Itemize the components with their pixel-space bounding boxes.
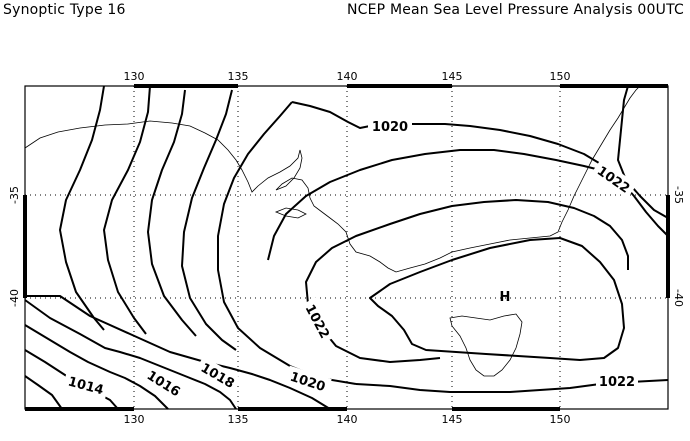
isobar-line	[317, 323, 441, 363]
lat-tick-left: -35	[8, 186, 21, 204]
label-bg	[590, 159, 638, 199]
isobar-labels: 1020 1022 1022 1022 1014 1016 1018 1020	[62, 118, 638, 403]
label-bg	[299, 297, 337, 345]
lat-tick-right: -40	[672, 289, 685, 307]
label-bg	[368, 118, 412, 134]
map-title-right: NCEP Mean Sea Level Pressure Analysis 00…	[346, 2, 684, 18]
lon-ticks-top: 130 135 140 145 150	[124, 70, 571, 83]
high-pressure-marker: H	[500, 290, 511, 305]
lat-ticks-left: -35 -40	[8, 186, 21, 307]
lon-tick-bottom: 130	[124, 413, 145, 426]
isobar-line	[217, 101, 357, 385]
lon-tick-bottom: 140	[337, 413, 358, 426]
isobar-line	[103, 85, 151, 335]
label-bg	[284, 365, 332, 397]
lon-tick-top: 140	[337, 70, 358, 83]
isobar-line	[305, 199, 629, 325]
isobar-line	[181, 89, 237, 351]
coastline-mainland	[24, 85, 641, 273]
lon-tick-top: 145	[442, 70, 463, 83]
isobar-label: 1022	[599, 375, 635, 390]
lat-tick-left: -40	[8, 289, 21, 307]
isobar-label: 1020	[372, 120, 408, 135]
isobar-line	[24, 324, 169, 410]
isobar-line	[291, 101, 669, 237]
lon-tick-top: 130	[124, 70, 145, 83]
lon-tick-top: 135	[228, 70, 249, 83]
isobar-label: 1014	[66, 375, 105, 399]
label-bg	[62, 370, 110, 400]
label-bg	[140, 363, 188, 403]
isobar-line	[617, 85, 669, 219]
isobar-line	[59, 85, 105, 331]
lon-tick-bottom: 150	[550, 413, 571, 426]
lat-tick-right: -35	[672, 186, 685, 204]
lon-tick-bottom: 145	[442, 413, 463, 426]
lon-ticks-bottom: 130 135 140 145 150	[124, 413, 571, 426]
isobar-line	[24, 375, 63, 410]
lat-ticks-right: -35 -40	[672, 186, 685, 307]
lon-tick-bottom: 135	[228, 413, 249, 426]
isobar-closed-high	[369, 237, 625, 361]
label-bg	[596, 374, 638, 390]
isobar-line	[147, 89, 197, 337]
tasmania-outline	[449, 313, 523, 377]
isobar-line	[24, 299, 237, 410]
graticule	[25, 86, 668, 409]
map-frame	[24, 85, 669, 410]
map-title-left: Synoptic Type 16	[3, 2, 126, 18]
frame-thick-segments	[23, 84, 670, 411]
isobars	[24, 85, 669, 410]
label-bg	[194, 356, 242, 394]
lon-tick-top: 150	[550, 70, 571, 83]
isobar-label: 1020	[288, 370, 327, 395]
isobar-line	[267, 149, 601, 261]
